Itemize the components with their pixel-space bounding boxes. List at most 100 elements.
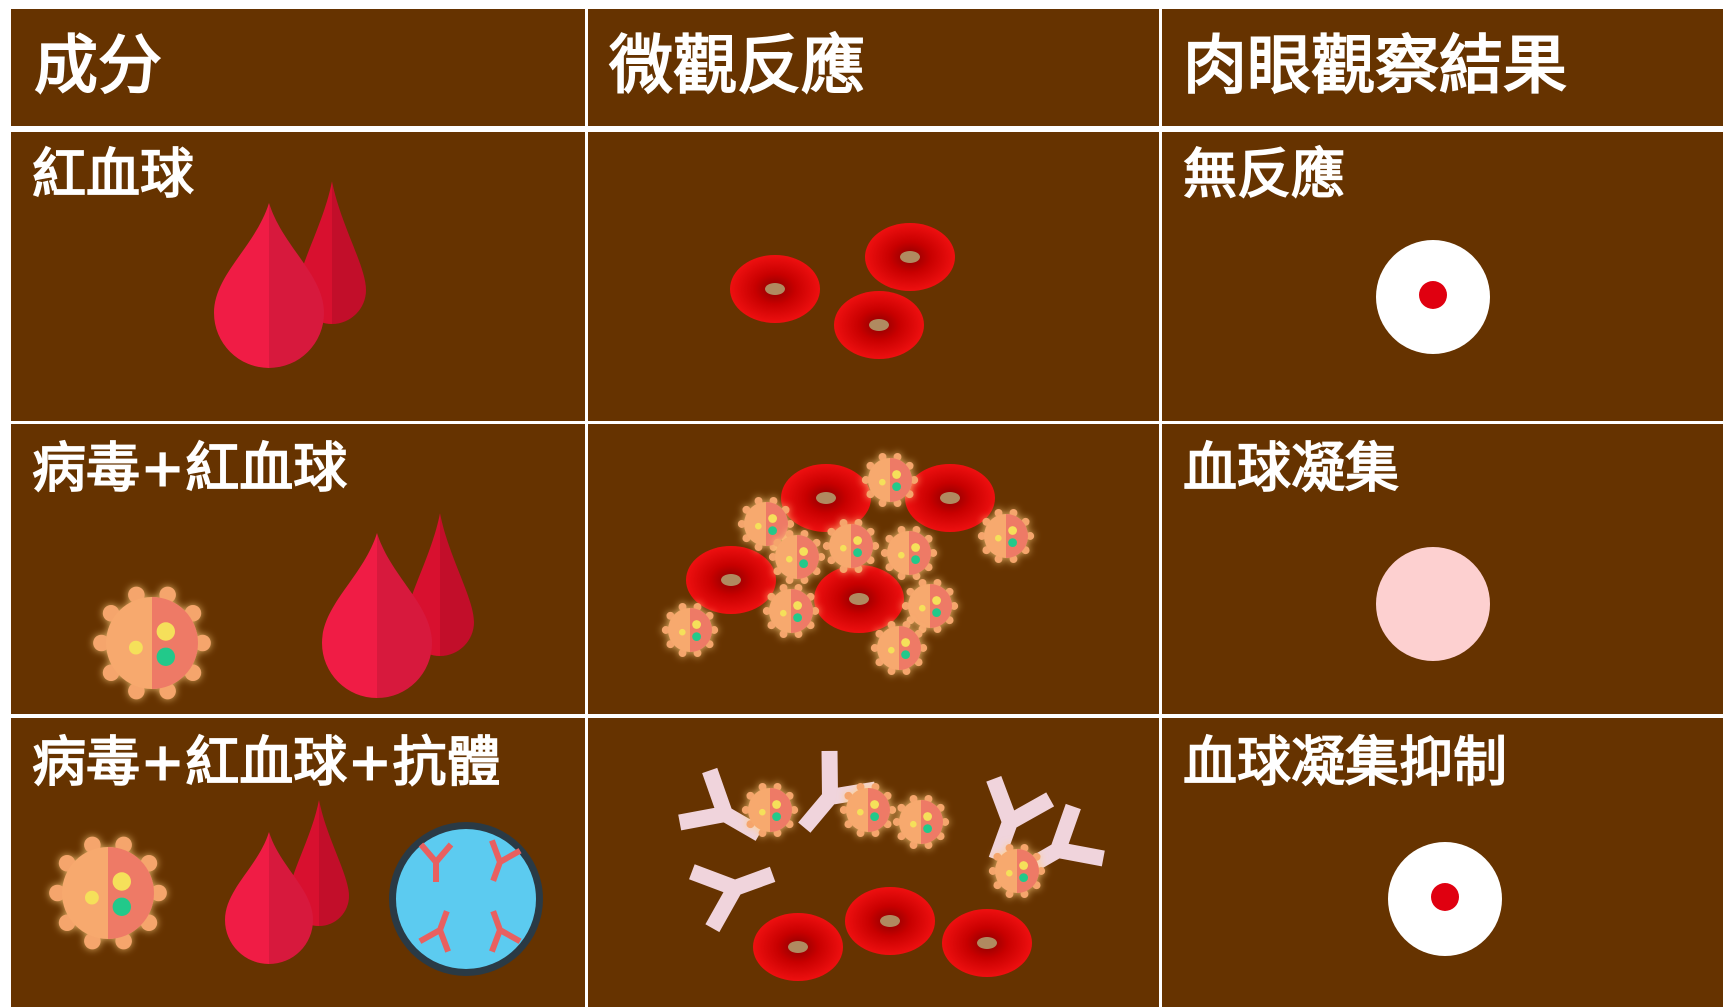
virus-dot	[870, 812, 879, 821]
virus-dot	[112, 897, 131, 916]
red-blood-cell-core	[880, 915, 900, 927]
blood-drop-shade	[269, 203, 324, 368]
virus-spike	[93, 634, 110, 652]
virus-half	[797, 535, 819, 579]
red-blood-cell-core	[816, 492, 836, 504]
red-blood-cell-core	[900, 251, 920, 263]
antibody	[986, 776, 1055, 863]
virus-spike	[888, 806, 897, 814]
virus-spike	[988, 867, 997, 875]
virus-dot	[755, 522, 762, 530]
virus-spike	[1026, 532, 1035, 540]
virus-dot	[772, 812, 781, 821]
virus-spike	[194, 634, 211, 652]
antibody	[689, 864, 776, 933]
virus-half	[851, 524, 873, 568]
red-blood-cell-core	[788, 941, 808, 953]
virus-dot	[911, 555, 920, 564]
virus	[49, 836, 167, 950]
component-text: 紅血球	[32, 143, 195, 206]
virus-spike	[941, 818, 950, 826]
virus	[741, 783, 799, 837]
virus-dot	[692, 620, 701, 629]
virus	[901, 579, 959, 633]
virus-dot	[932, 596, 941, 605]
antibody-shape	[986, 776, 1055, 863]
header-cell	[11, 9, 585, 126]
virus-dot	[793, 613, 802, 622]
virus-dot	[129, 640, 143, 655]
body-cell	[588, 718, 1159, 1007]
header-text: 肉眼觀察結果	[1183, 30, 1567, 104]
red-blood-cell-core	[765, 283, 785, 295]
virus-dot	[932, 608, 941, 617]
virus-dot	[85, 890, 99, 905]
virus-spike	[871, 542, 880, 550]
virus-spike	[861, 476, 870, 484]
header-cell	[588, 9, 1159, 126]
result-dot	[1431, 883, 1459, 911]
header-text: 成分	[34, 30, 162, 104]
component-text: 病毒+紅血球	[32, 437, 348, 500]
header-text: 微觀反應	[608, 30, 865, 104]
component-text: 病毒+紅血球+抗體	[32, 731, 501, 794]
virus-dot	[1008, 538, 1017, 547]
result-plate	[1376, 547, 1490, 661]
virus-half	[766, 502, 788, 546]
virus-dot	[919, 604, 926, 612]
virus	[880, 526, 938, 580]
body-cell	[11, 424, 585, 714]
virus-dot	[156, 647, 175, 666]
virus	[762, 584, 820, 638]
virus-dot	[692, 632, 701, 641]
virus-dot	[772, 800, 781, 809]
dish-antibody-shape	[418, 910, 451, 953]
antibody-dish	[396, 829, 536, 969]
virus-spike	[839, 806, 848, 814]
virus-spike	[929, 549, 938, 557]
virus-spike	[786, 520, 795, 528]
virus-spike	[811, 607, 820, 615]
virus-spike	[762, 607, 771, 615]
virus-dot	[901, 638, 910, 647]
virus-spike	[49, 884, 66, 902]
virus-dot	[995, 534, 1002, 542]
result-text: 血球凝集抑制	[1183, 731, 1507, 794]
virus-dot	[780, 609, 787, 617]
dish-antibody	[418, 842, 454, 882]
virus-dot	[911, 543, 920, 552]
virus	[737, 497, 795, 551]
result-text: 無反應	[1183, 143, 1345, 206]
virus-spike	[768, 553, 777, 561]
blood-drop	[225, 832, 313, 964]
virus-spike	[737, 520, 746, 528]
virus-dot	[857, 808, 864, 816]
virus-half	[108, 847, 154, 939]
virus-dot	[853, 536, 862, 545]
virus-spike	[901, 602, 910, 610]
blood-drop-shade	[319, 800, 349, 926]
red-blood-cell-core	[721, 574, 741, 586]
virus-dot	[768, 514, 777, 523]
virus-dot	[901, 650, 910, 659]
virus-spike	[150, 884, 167, 902]
virus-dot	[910, 820, 917, 828]
virus-half	[921, 800, 943, 844]
virus-spike	[910, 476, 919, 484]
virus-dot	[879, 478, 886, 486]
result-dot	[1419, 281, 1447, 309]
virus-half	[1017, 849, 1039, 893]
virus-dot	[759, 808, 766, 816]
virus-dot	[1019, 861, 1028, 870]
dish-antibody	[489, 839, 522, 882]
virus-dot	[1019, 873, 1028, 882]
virus-spike	[710, 626, 719, 634]
virus-spike	[1037, 867, 1046, 875]
virus-dot	[1006, 869, 1013, 877]
virus-half	[868, 788, 890, 832]
dish-antibody	[489, 910, 522, 953]
virus-spike	[950, 602, 959, 610]
virus-spike	[870, 644, 879, 652]
blood-drop-shade	[332, 181, 366, 324]
